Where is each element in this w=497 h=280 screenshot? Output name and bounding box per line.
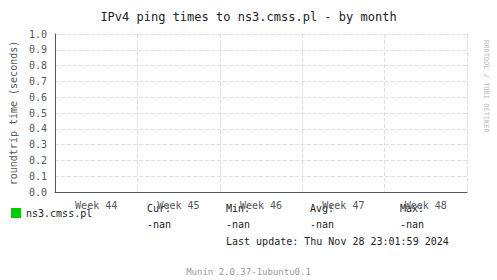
svg-text:0.8: 0.8 [29,60,47,71]
svg-text:0.9: 0.9 [29,44,47,55]
svg-text:-nan: -nan [226,219,250,230]
svg-text:Munin 2.0.37-1ubuntu0.1: Munin 2.0.37-1ubuntu0.1 [186,267,311,277]
svg-text:0.4: 0.4 [29,123,47,134]
svg-text:ns3.cmss.pl: ns3.cmss.pl [26,208,92,219]
svg-text:Last update: Thu Nov 28 23:01:: Last update: Thu Nov 28 23:01:59 2024 [226,236,449,247]
svg-text:0.1: 0.1 [29,171,47,182]
svg-text:0.0: 0.0 [29,187,47,198]
svg-text:1.0: 1.0 [29,29,47,40]
svg-text:Week 45: Week 45 [157,200,199,211]
svg-text:-nan: -nan [147,219,171,230]
svg-text:0.7: 0.7 [29,76,47,87]
svg-text:0.2: 0.2 [29,155,47,166]
svg-text:Week 48: Week 48 [405,200,447,211]
svg-text:-nan: -nan [400,219,424,230]
svg-text:Min:: Min: [226,202,251,214]
svg-text:RRDTOOL / TOBI OETIKER: RRDTOOL / TOBI OETIKER [482,40,490,134]
svg-text:-nan: -nan [310,219,334,230]
svg-text:0.6: 0.6 [29,92,47,103]
svg-text:0.5: 0.5 [29,108,47,119]
svg-text:roundtrip time (seconds): roundtrip time (seconds) [8,41,19,186]
svg-text:Week 47: Week 47 [322,200,364,211]
svg-text:Week 44: Week 44 [75,199,118,211]
svg-text:Week 46: Week 46 [240,200,282,211]
svg-text:IPv4 ping times to ns3.cmss.pl: IPv4 ping times to ns3.cmss.pl - by mont… [100,10,396,24]
svg-text:0.3: 0.3 [29,139,47,150]
